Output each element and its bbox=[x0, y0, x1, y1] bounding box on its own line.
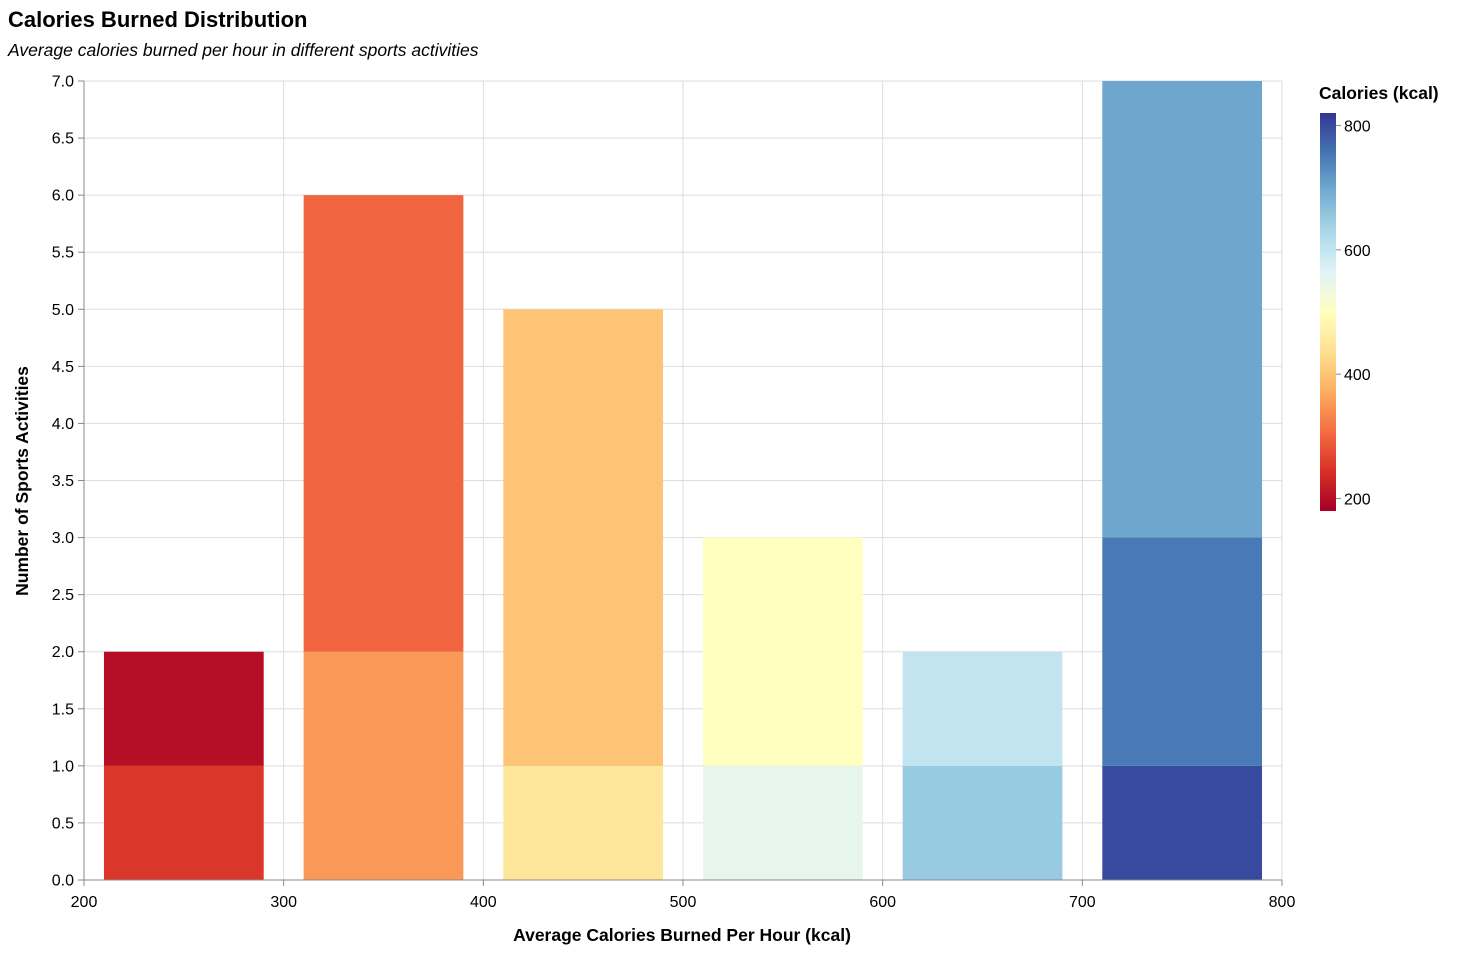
x-tick-label: 600 bbox=[869, 894, 896, 911]
x-tick-label: 200 bbox=[71, 894, 98, 911]
legend-tick-label: 200 bbox=[1344, 492, 1371, 509]
chart-subtitle: Average calories burned per hour in diff… bbox=[8, 40, 479, 60]
color-legend: Calories (kcal) 200 400 600 800 bbox=[1319, 83, 1439, 511]
bar-segment bbox=[303, 195, 464, 652]
x-tick-label: 700 bbox=[1069, 894, 1096, 911]
y-tick-label: 5.5 bbox=[52, 245, 74, 262]
x-tick-label: 300 bbox=[270, 894, 297, 911]
bar-segment bbox=[702, 537, 863, 766]
y-tick-label: 6.5 bbox=[52, 131, 74, 148]
x-tick-label: 500 bbox=[670, 894, 697, 911]
legend-title: Calories (kcal) bbox=[1319, 83, 1439, 103]
legend-tick-label: 800 bbox=[1344, 118, 1371, 135]
axes: 200 300 400 500 600 700 800 0.0 0.5 1.0 1.5 2.0 2.5 3… bbox=[52, 74, 1296, 912]
legend-tick-label: 400 bbox=[1344, 367, 1371, 384]
chart-title: Calories Burned Distribution bbox=[8, 7, 308, 32]
bar-segment bbox=[702, 765, 863, 880]
y-tick-label: 0.5 bbox=[52, 815, 74, 832]
bar-segment bbox=[303, 651, 464, 880]
legend-gradient-bar bbox=[1320, 113, 1336, 511]
y-tick-label: 6.0 bbox=[52, 188, 74, 205]
bar-segment bbox=[902, 651, 1063, 766]
bar-segment bbox=[503, 309, 664, 766]
y-tick-label: 1.0 bbox=[52, 758, 74, 775]
x-tick-label: 400 bbox=[470, 894, 497, 911]
bar-segment bbox=[503, 765, 664, 880]
y-tick-label: 3.5 bbox=[52, 473, 74, 490]
y-tick-label: 7.0 bbox=[52, 74, 74, 91]
y-axis-title: Number of Sports Activities bbox=[12, 366, 32, 596]
bars bbox=[103, 81, 1263, 880]
x-axis-title: Average Calories Burned Per Hour (kcal) bbox=[513, 925, 851, 945]
y-tick-label: 2.0 bbox=[52, 644, 74, 661]
y-tick-label: 3.0 bbox=[52, 530, 74, 547]
bar-segment bbox=[103, 765, 264, 880]
y-tick-label: 4.5 bbox=[52, 359, 74, 376]
y-tick-label: 2.5 bbox=[52, 587, 74, 604]
bar-segment bbox=[902, 765, 1063, 880]
y-tick-label: 4.0 bbox=[52, 416, 74, 433]
legend-tick-label: 600 bbox=[1344, 243, 1371, 260]
bar-segment bbox=[1102, 81, 1263, 538]
bar-segment bbox=[1102, 537, 1263, 766]
bar-segment bbox=[1102, 765, 1263, 880]
x-tick-label: 800 bbox=[1269, 894, 1296, 911]
y-tick-label: 1.5 bbox=[52, 701, 74, 718]
bar-segment bbox=[103, 651, 264, 766]
y-tick-label: 0.0 bbox=[52, 873, 74, 890]
y-tick-label: 5.0 bbox=[52, 302, 74, 319]
